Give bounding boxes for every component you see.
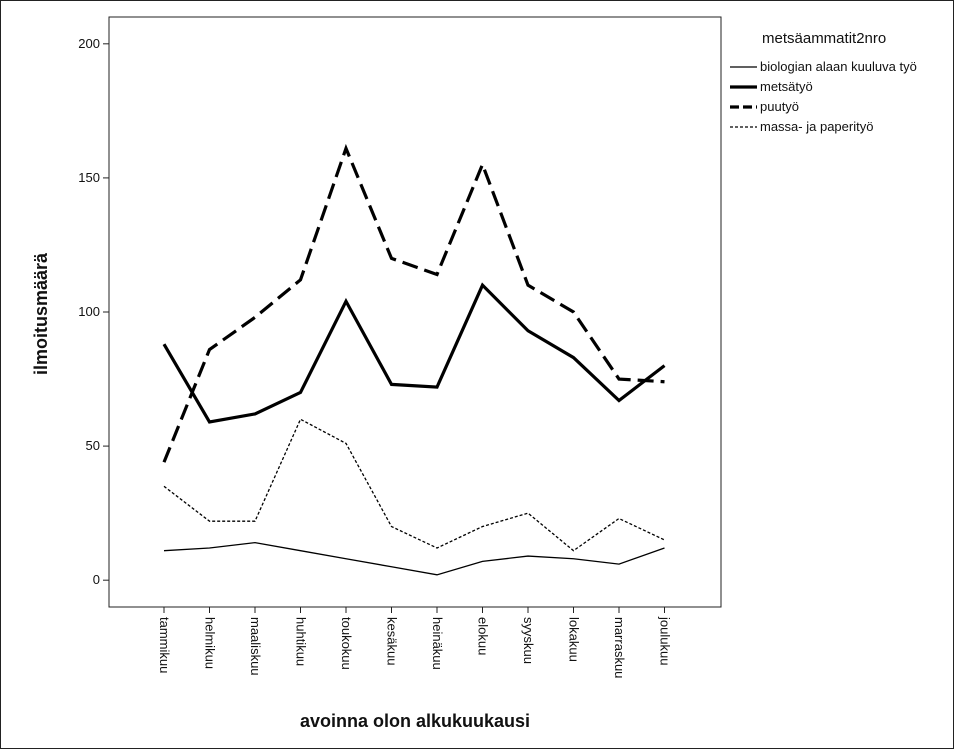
legend-items: biologian alaan kuuluva työ metsätyö puuty… [730,59,917,134]
y-tick-label: 100 [78,304,100,319]
x-tick-label: lokakuu [567,617,582,662]
x-tick-label: kesäkuu [385,617,400,665]
y-axis-ticks: 0 50 100 150 200 [78,36,109,587]
x-tick-label: tammikuu [157,617,172,673]
plot-frame [108,16,722,608]
series-line [162,282,666,424]
y-tick-label: 50 [86,438,100,453]
x-tick-label: elokuu [476,617,491,655]
x-tick-label: helmikuu [203,617,218,669]
x-tick-label: huhtikuu [294,617,309,666]
legend-label: massa- ja paperityö [760,119,873,134]
legend-title: metsäammatit2nro [762,30,886,47]
y-axis-title: ilmoitusmäärä [31,252,51,375]
legend-label: puutyö [760,99,799,114]
series-line [163,541,665,576]
x-tick-label: maaliskuu [248,617,263,676]
x-axis-title: avoinna olon alkukuukausi [300,711,530,731]
x-tick-label: toukokuu [339,617,354,670]
series-line [162,143,665,463]
series-line [163,418,665,552]
x-tick-label: heinäkuu [430,617,445,670]
legend-label: biologian alaan kuuluva työ [760,59,917,74]
x-tick-label: marraskuu [612,617,627,678]
x-axis-ticks: tammikuu helmikuu maaliskuu huhtikuu toukoku… [157,607,673,678]
x-tick-label: syyskuu [521,617,536,664]
x-tick-label: joulukuu [658,616,673,665]
y-tick-label: 200 [78,36,100,51]
legend-label: metsätyö [760,79,813,94]
series-lines [162,143,666,576]
y-tick-label: 150 [78,170,100,185]
legend: metsäammatit2nro biologian alaan kuuluva… [730,30,917,134]
y-tick-label: 0 [93,572,100,587]
